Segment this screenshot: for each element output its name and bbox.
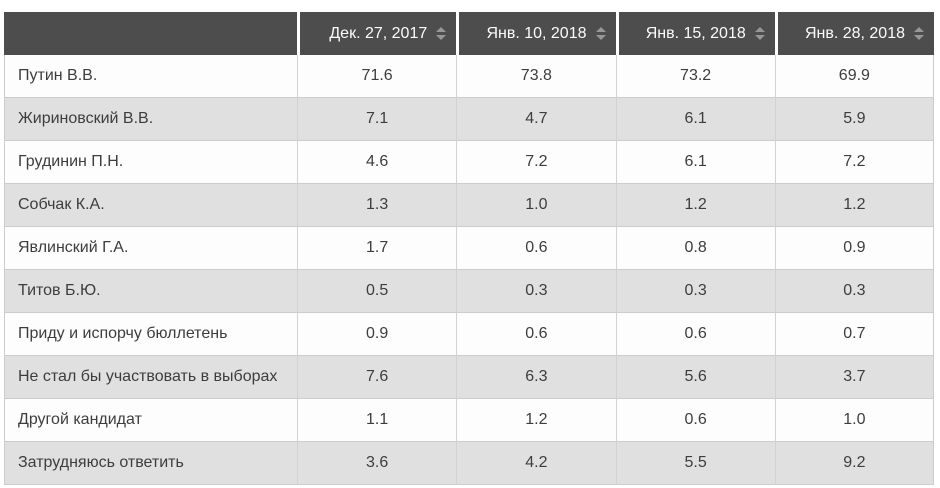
table-row: Путин В.В. 71.6 73.8 73.2 69.9: [4, 55, 934, 97]
cell-value: 4.6: [297, 140, 457, 183]
row-label: Путин В.В.: [4, 55, 297, 97]
cell-value: 0.3: [774, 269, 934, 312]
cell-value: 0.3: [456, 269, 616, 312]
sort-icon[interactable]: [595, 27, 606, 40]
table-row: Собчак К.А. 1.3 1.0 1.2 1.2: [4, 183, 934, 226]
cell-value: 1.2: [456, 398, 616, 441]
cell-value: 5.9: [774, 97, 934, 140]
cell-value: 7.1: [297, 97, 457, 140]
cell-value: 71.6: [297, 55, 457, 97]
cell-value: 73.8: [456, 55, 616, 97]
table-row: Титов Б.Ю. 0.5 0.3 0.3 0.3: [4, 269, 934, 312]
row-label: Собчак К.А.: [4, 183, 297, 226]
cell-value: 1.0: [774, 398, 934, 441]
poll-table-container: Дек. 27, 2017 Янв. 10, 2018 Янв. 15, 201…: [4, 12, 934, 485]
cell-value: 1.7: [297, 226, 457, 269]
sort-icon[interactable]: [914, 27, 924, 40]
row-label: Другой кандидат: [4, 398, 297, 441]
cell-value: 5.6: [615, 355, 775, 398]
row-label: Титов Б.Ю.: [4, 269, 297, 312]
cell-value: 0.5: [297, 269, 457, 312]
header-row: Дек. 27, 2017 Янв. 10, 2018 Янв. 15, 201…: [4, 12, 934, 55]
cell-value: 1.3: [297, 183, 457, 226]
cell-value: 0.6: [456, 312, 616, 355]
cell-value: 7.6: [297, 355, 457, 398]
table-row: Не стал бы участвовать в выборах 7.6 6.3…: [4, 355, 934, 398]
cell-value: 1.2: [615, 183, 775, 226]
poll-results-table: Дек. 27, 2017 Янв. 10, 2018 Янв. 15, 201…: [4, 12, 934, 485]
table-row: Явлинский Г.А. 1.7 0.6 0.8 0.9: [4, 226, 934, 269]
cell-value: 0.9: [297, 312, 457, 355]
cell-value: 0.6: [456, 226, 616, 269]
cell-value: 1.1: [297, 398, 457, 441]
cell-value: 0.6: [615, 398, 775, 441]
cell-value: 0.9: [774, 226, 934, 269]
cell-value: 7.2: [774, 140, 934, 183]
cell-value: 0.7: [774, 312, 934, 355]
table-row: Приду и испорчу бюллетень 0.9 0.6 0.6 0.…: [4, 312, 934, 355]
column-header-label: Янв. 28, 2018: [804, 24, 905, 42]
column-header-jan-15-2018[interactable]: Янв. 15, 2018: [615, 12, 775, 55]
table-row: Грудинин П.Н. 4.6 7.2 6.1 7.2: [4, 140, 934, 183]
column-header-jan-10-2018[interactable]: Янв. 10, 2018: [456, 12, 616, 55]
cell-value: 6.1: [615, 140, 775, 183]
column-header-dec-27-2017[interactable]: Дек. 27, 2017: [297, 12, 457, 55]
cell-value: 4.2: [456, 441, 616, 485]
column-header-label: Янв. 15, 2018: [645, 24, 746, 42]
cell-value: 6.1: [615, 97, 775, 140]
sort-icon[interactable]: [754, 27, 765, 40]
column-header-label: Янв. 10, 2018: [486, 24, 587, 42]
cell-value: 69.9: [774, 55, 934, 97]
cell-value: 0.8: [615, 226, 775, 269]
header-empty-cell: [4, 12, 297, 55]
row-label: Грудинин П.Н.: [4, 140, 297, 183]
cell-value: 1.2: [774, 183, 934, 226]
row-label: Жириновский В.В.: [4, 97, 297, 140]
column-header-label: Дек. 27, 2017: [329, 24, 428, 42]
cell-value: 1.0: [456, 183, 616, 226]
column-header-jan-28-2018[interactable]: Янв. 28, 2018: [774, 12, 934, 55]
row-label: Затрудняюсь ответить: [4, 441, 297, 485]
cell-value: 5.5: [615, 441, 775, 485]
row-label: Приду и испорчу бюллетень: [4, 312, 297, 355]
row-label: Не стал бы участвовать в выборах: [4, 355, 297, 398]
table-row: Другой кандидат 1.1 1.2 0.6 1.0: [4, 398, 934, 441]
cell-value: 3.6: [297, 441, 457, 485]
cell-value: 3.7: [774, 355, 934, 398]
cell-value: 7.2: [456, 140, 616, 183]
cell-value: 9.2: [774, 441, 934, 485]
cell-value: 6.3: [456, 355, 616, 398]
table-row: Жириновский В.В. 7.1 4.7 6.1 5.9: [4, 97, 934, 140]
cell-value: 73.2: [615, 55, 775, 97]
cell-value: 0.3: [615, 269, 775, 312]
cell-value: 0.6: [615, 312, 775, 355]
row-label: Явлинский Г.А.: [4, 226, 297, 269]
sort-icon[interactable]: [436, 27, 447, 40]
table-row: Затрудняюсь ответить 3.6 4.2 5.5 9.2: [4, 441, 934, 485]
cell-value: 4.7: [456, 97, 616, 140]
